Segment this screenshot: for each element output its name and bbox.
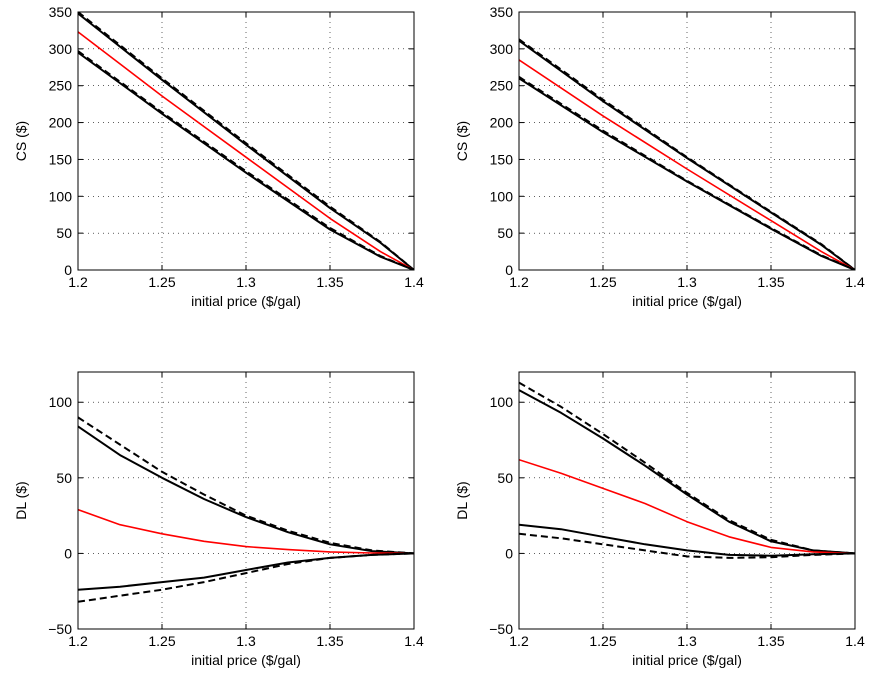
x-tick-label: 1.35	[757, 633, 784, 649]
y-tick-label: 150	[490, 151, 514, 167]
y-tick-label: 300	[49, 41, 73, 57]
chart-panel-bottom-right: 1.2 1.25 1.3 1.35 1.4 −50 0 50 100 initial price …	[454, 371, 865, 668]
x-tick-label: 1.3	[236, 274, 256, 290]
y-tick-label: −50	[489, 621, 513, 637]
y-tick-label: 150	[49, 151, 73, 167]
chart-panel-top-left: 1.2 1.25 1.3 1.35 1.4 0 50 100 150 200 250 300 350 in…	[13, 4, 424, 309]
x-axis-label: initial price ($/gal)	[191, 652, 301, 668]
bound-series-dashed-line	[78, 12, 414, 270]
x-tick-label: 1.3	[236, 633, 256, 649]
mean-series-solid-line	[519, 59, 855, 270]
bound-series-solid-line	[78, 51, 414, 270]
y-tick-label: 0	[505, 262, 513, 278]
mean-series-solid-line	[78, 508, 414, 555]
y-tick-label: 0	[505, 545, 513, 561]
y-tick-label: 300	[490, 41, 514, 57]
bound-series-solid-line	[78, 425, 414, 555]
y-tick-label: −50	[48, 621, 72, 637]
x-tick-label: 1.3	[677, 633, 697, 649]
y-tick-label: 100	[49, 188, 73, 204]
y-axis-label: DL ($)	[13, 481, 29, 519]
bound-series-dashed-line	[78, 552, 414, 603]
x-axis-label: initial price ($/gal)	[632, 293, 742, 309]
x-tick-label: 1.3	[677, 274, 697, 290]
x-tick-label: 1.4	[845, 633, 865, 649]
axes-frame	[518, 11, 856, 271]
bound-series-solid-line	[519, 389, 855, 555]
y-axis-label: CS ($)	[13, 121, 29, 161]
y-tick-label: 250	[490, 78, 514, 94]
bound-series-solid-line	[78, 12, 414, 270]
y-tick-label: 0	[64, 545, 72, 561]
x-tick-label: 1.35	[316, 633, 343, 649]
y-tick-label: 250	[49, 78, 73, 94]
axes-frame	[77, 371, 415, 630]
y-tick-label: 200	[490, 115, 514, 131]
y-tick-label: 100	[49, 394, 73, 410]
y-tick-label: 350	[490, 4, 514, 20]
y-tick-label: 350	[49, 4, 73, 20]
y-axis-label: CS ($)	[454, 121, 470, 161]
x-tick-label: 1.35	[757, 274, 784, 290]
x-tick-label: 1.2	[68, 274, 88, 290]
y-tick-label: 50	[497, 225, 513, 241]
x-axis-label: initial price ($/gal)	[632, 652, 742, 668]
y-tick-label: 50	[56, 225, 72, 241]
mean-series-solid-line	[519, 458, 855, 555]
y-tick-label: 200	[49, 115, 73, 131]
bound-series-solid-line	[78, 552, 414, 591]
x-tick-label: 1.4	[845, 274, 865, 290]
y-tick-label: 50	[56, 470, 72, 486]
bound-series-dashed-line	[78, 50, 414, 270]
x-tick-label: 1.2	[509, 633, 529, 649]
x-tick-label: 1.25	[148, 633, 175, 649]
x-tick-label: 1.4	[404, 274, 424, 290]
x-tick-label: 1.2	[509, 274, 529, 290]
mean-series-solid-line	[78, 31, 414, 270]
x-tick-label: 1.35	[316, 274, 343, 290]
bound-series-dashed-line	[519, 532, 855, 559]
chart-panel-top-right: 1.2 1.25 1.3 1.35 1.4 0 50 100 150 200 250 300 350 in…	[454, 4, 865, 309]
x-tick-label: 1.4	[404, 633, 424, 649]
y-tick-label: 100	[490, 394, 514, 410]
x-tick-label: 1.25	[589, 633, 616, 649]
axes-frame	[518, 371, 856, 630]
bound-series-dashed-line	[519, 381, 855, 555]
y-tick-label: 50	[497, 470, 513, 486]
y-tick-label: 0	[64, 262, 72, 278]
bound-series-dashed-line	[519, 76, 855, 270]
y-axis-label: DL ($)	[454, 481, 470, 519]
chart-panel-bottom-left: 1.2 1.25 1.3 1.35 1.4 −50 0 50 100 initial price …	[13, 371, 424, 668]
x-tick-label: 1.2	[68, 633, 88, 649]
y-tick-label: 100	[490, 188, 514, 204]
x-axis-label: initial price ($/gal)	[191, 293, 301, 309]
x-tick-label: 1.25	[148, 274, 175, 290]
bound-series-dashed-line	[519, 38, 855, 270]
x-tick-label: 1.25	[589, 274, 616, 290]
